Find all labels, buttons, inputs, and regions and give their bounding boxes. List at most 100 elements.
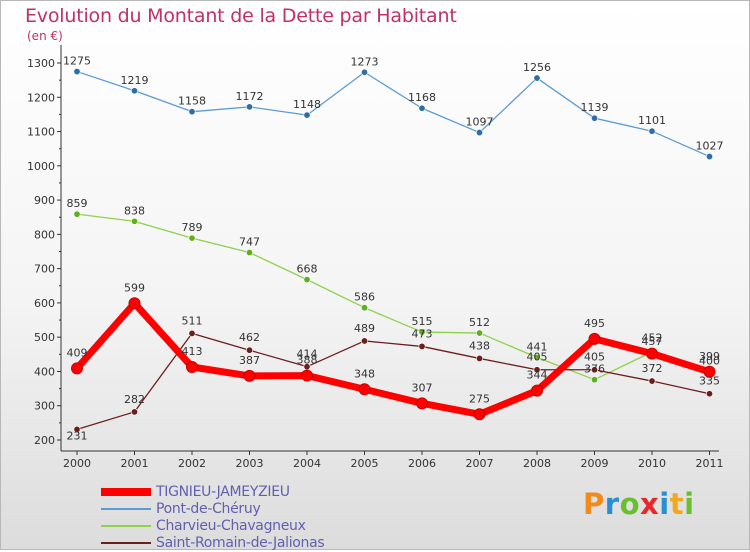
data-label-pont-de-ch-ruy: 1148: [293, 98, 321, 111]
x-tick-label: 2000: [63, 457, 91, 470]
data-point-charvieu-chavagneux: [303, 276, 311, 284]
y-tick-label: 400: [34, 365, 55, 378]
legend-label: Saint-Romain-de-Jalionas: [156, 535, 325, 551]
x-tick-label: 2003: [236, 457, 264, 470]
data-point-saint-romain-de-jalionas: [705, 390, 713, 398]
data-point-pont-de-ch-ruy: [533, 74, 541, 82]
data-label-layer: 1275 1219 1158 1172 1148 1273 1168 1097 1256 1139…: [63, 55, 724, 443]
data-label-pont-de-ch-ruy: 1275: [63, 55, 91, 68]
data-label-saint-romain-de-jalionas: 511: [182, 314, 203, 327]
data-point-pont-de-ch-ruy: [73, 68, 81, 76]
data-label-tignieu-jameyzieu: 388: [297, 354, 318, 367]
data-point-pont-de-ch-ruy: [590, 114, 598, 122]
y-tick-label: 700: [34, 263, 55, 276]
data-point-tignieu-jameyzieu: [588, 332, 601, 345]
y-tick-label: 200: [34, 434, 55, 447]
data-label-saint-romain-de-jalionas: 372: [642, 362, 663, 375]
data-point-charvieu-chavagneux: [590, 376, 598, 384]
legend-swatch: [101, 525, 151, 527]
data-label-charvieu-chavagneux: 441: [527, 340, 548, 353]
data-label-tignieu-jameyzieu: 413: [182, 345, 203, 358]
data-point-pont-de-ch-ruy: [475, 129, 483, 137]
data-label-charvieu-chavagneux: 838: [124, 204, 145, 217]
data-label-pont-de-ch-ruy: 1097: [466, 116, 494, 129]
data-point-pont-de-ch-ruy: [648, 127, 656, 135]
x-tick-label: 2002: [178, 457, 206, 470]
brand-logo: Proxiti: [583, 487, 695, 521]
data-point-saint-romain-de-jalionas: [73, 425, 81, 433]
data-point-pont-de-ch-ruy: [360, 68, 368, 76]
data-label-charvieu-chavagneux: 376: [584, 363, 605, 376]
data-point-charvieu-chavagneux: [246, 249, 254, 257]
series-line-tignieu-jameyzieu: [73, 299, 713, 418]
data-label-charvieu-chavagneux: 668: [297, 263, 318, 276]
data-label-charvieu-chavagneux: 515: [412, 315, 433, 328]
y-tick-label: 1000: [27, 160, 55, 173]
data-label-pont-de-ch-ruy: 1139: [581, 101, 609, 114]
brand-letter: x: [640, 487, 660, 521]
brand-letter: i: [659, 487, 670, 521]
data-point-tignieu-jameyzieu: [301, 369, 313, 382]
legend-label: TIGNIEU-JAMEYZIEU: [156, 484, 290, 500]
data-point-pont-de-ch-ruy: [418, 104, 426, 112]
data-label-saint-romain-de-jalionas: 405: [584, 351, 605, 364]
x-tick-label: 2010: [638, 457, 666, 470]
data-label-tignieu-jameyzieu: 387: [239, 354, 260, 367]
data-point-pont-de-ch-ruy: [705, 153, 713, 161]
legend-label: Pont-de-Chéruy: [156, 501, 261, 517]
series-line-pont-de-ch-ruy: [76, 70, 711, 158]
x-tick-label: 2001: [121, 457, 149, 470]
legend-swatch: [101, 488, 151, 496]
data-label-saint-romain-de-jalionas: 414: [297, 348, 318, 361]
data-point-pont-de-ch-ruy: [131, 87, 139, 95]
chart-title: Evolution du Montant de la Dette par Hab…: [25, 5, 457, 27]
data-point-tignieu-jameyzieu: [186, 360, 198, 373]
data-label-charvieu-chavagneux: 400: [699, 354, 720, 367]
data-label-pont-de-ch-ruy: 1101: [638, 114, 666, 127]
data-label-pont-de-ch-ruy: 1273: [351, 55, 379, 68]
y-tick-label: 500: [34, 331, 55, 344]
data-point-tignieu-jameyzieu: [358, 383, 371, 396]
data-point-saint-romain-de-jalionas: [246, 346, 254, 354]
y-tick-label: 800: [34, 228, 55, 241]
data-label-tignieu-jameyzieu: 452: [642, 332, 663, 345]
x-tick-label: 2009: [581, 457, 609, 470]
y-tick-label: 1200: [27, 91, 55, 104]
data-label-tignieu-jameyzieu: 307: [412, 381, 433, 394]
legend-swatch: [101, 508, 151, 510]
data-label-pont-de-ch-ruy: 1027: [696, 140, 724, 153]
data-point-saint-romain-de-jalionas: [533, 366, 541, 374]
data-point-pont-de-ch-ruy: [303, 111, 311, 119]
series-line-charvieu-chavagneux: [76, 213, 711, 381]
data-label-charvieu-chavagneux: 747: [239, 236, 260, 249]
brand-letter: r: [604, 487, 620, 521]
data-label-charvieu-chavagneux: 512: [469, 316, 490, 329]
data-label-charvieu-chavagneux: 457: [642, 335, 663, 348]
data-point-saint-romain-de-jalionas: [360, 337, 368, 345]
data-label-pont-de-ch-ruy: 1158: [178, 95, 206, 108]
data-point-saint-romain-de-jalionas: [418, 342, 426, 350]
data-label-charvieu-chavagneux: 789: [182, 221, 203, 234]
data-label-tignieu-jameyzieu: 399: [699, 350, 720, 363]
y-tick-label: 1300: [27, 57, 55, 70]
data-point-pont-de-ch-ruy: [188, 108, 196, 116]
brand-letter: P: [583, 487, 605, 521]
data-point-tignieu-jameyzieu: [416, 397, 428, 410]
data-label-tignieu-jameyzieu: 344: [527, 369, 548, 382]
data-label-tignieu-jameyzieu: 348: [354, 367, 375, 380]
data-label-saint-romain-de-jalionas: 438: [469, 339, 490, 352]
data-point-charvieu-chavagneux: [73, 210, 81, 218]
data-point-charvieu-chavagneux: [533, 353, 541, 361]
data-label-tignieu-jameyzieu: 275: [469, 392, 490, 405]
data-label-tignieu-jameyzieu: 599: [124, 281, 145, 294]
data-point-tignieu-jameyzieu: [531, 384, 543, 397]
x-tick-label: 2006: [408, 457, 436, 470]
data-point-charvieu-chavagneux: [475, 329, 483, 337]
series-line-saint-romain-de-jalionas: [76, 332, 711, 431]
data-label-tignieu-jameyzieu: 495: [584, 317, 605, 330]
data-point-tignieu-jameyzieu: [128, 297, 141, 310]
data-point-tignieu-jameyzieu: [473, 408, 486, 421]
data-label-tignieu-jameyzieu: 409: [67, 346, 88, 359]
y-tick-label: 600: [34, 297, 55, 310]
